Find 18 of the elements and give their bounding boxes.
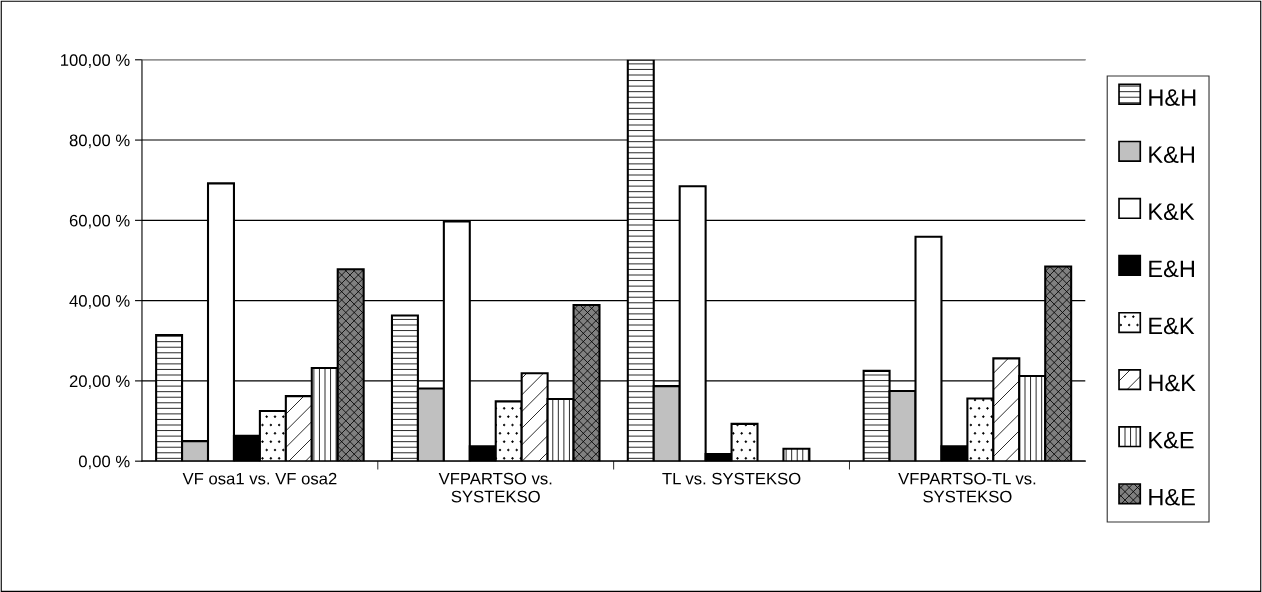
y-tick-label: 40,00 % [69,295,130,309]
legend-label: E&K [1149,317,1195,335]
x-tick-label: TL vs. SYSTEKSO [662,472,801,485]
y-tick-label: 0,00 % [78,455,130,470]
legend-label: K&E [1149,431,1194,449]
x-tick-label: VF osa1 vs. VF osa2 [182,472,337,485]
legend-label: H&E [1149,488,1195,506]
legend-label: K&K [1149,203,1195,221]
y-tick-label: 20,00 % [69,375,130,390]
legend-label: H&H [1149,89,1196,106]
y-tick-label: 80,00 % [69,134,130,149]
legend-label: K&H [1149,146,1194,164]
legend-label: H&K [1149,374,1196,392]
y-tick-label: 60,00 % [69,214,130,229]
x-tick-label: VFPARTSO-TL vs. SYSTEKSO [898,472,1036,503]
y-tick-label: 100,00 % [61,54,130,68]
x-tick-label: VFPARTSO vs. SYSTEKSO [438,472,552,503]
legend-label: E&H [1149,260,1194,278]
